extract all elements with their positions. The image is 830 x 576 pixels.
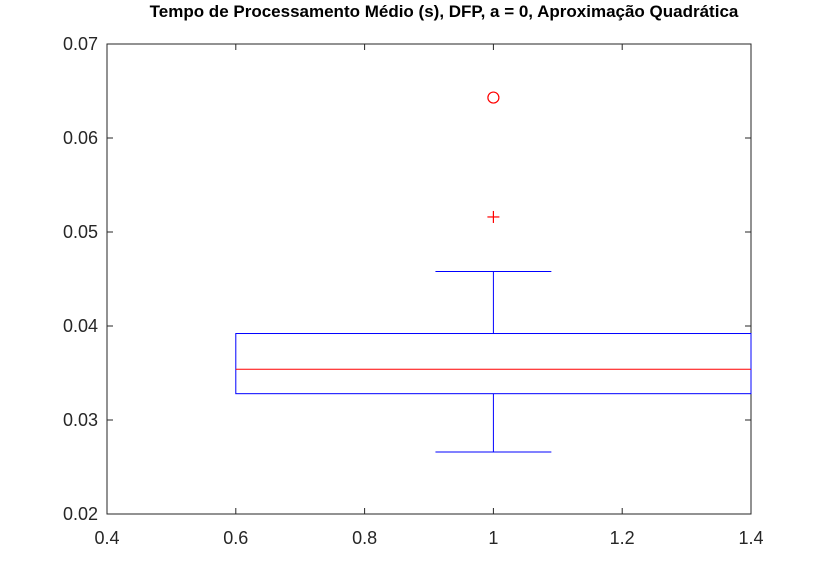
x-tick-label: 1.4 — [738, 528, 763, 548]
y-tick-label: 0.07 — [63, 34, 98, 54]
y-tick-label: 0.02 — [63, 504, 98, 524]
box-iqr — [235, 333, 752, 395]
plot-area — [106, 43, 752, 515]
chart-title: Tempo de Processamento Médio (s), DFP, a… — [150, 2, 739, 21]
y-tick-label: 0.05 — [63, 222, 98, 242]
y-tick-label: 0.03 — [63, 410, 98, 430]
x-tick-label: 1 — [488, 528, 498, 548]
x-tick-label: 0.8 — [352, 528, 377, 548]
outlier-plus — [487, 210, 500, 223]
box-plot-marks — [235, 91, 752, 453]
y-tick-label: 0.04 — [63, 316, 98, 336]
x-tick-label: 0.6 — [223, 528, 248, 548]
x-tick-label: 0.4 — [94, 528, 119, 548]
axis-ticks: 0.4 0.6 0.8 1 1.2 1.4 0.02 0.03 0.04 0.05 0.06 0.07 — [63, 34, 764, 548]
y-tick-label: 0.06 — [63, 128, 98, 148]
x-tick-label: 1.2 — [610, 528, 635, 548]
outlier-circle — [487, 91, 500, 104]
